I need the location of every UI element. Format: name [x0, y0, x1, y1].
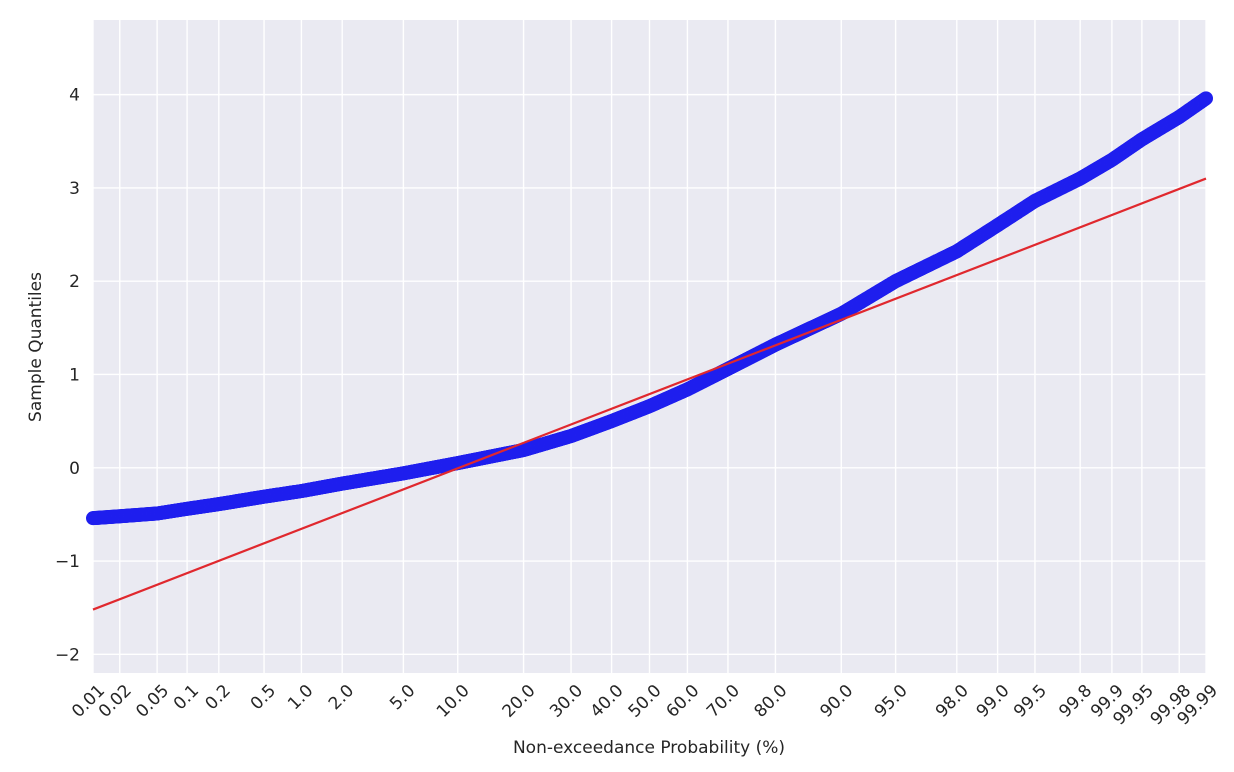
x-tick-label: 0.2	[202, 681, 235, 714]
x-tick-label: 90.0	[816, 681, 857, 722]
x-tick-label: 99.0	[973, 681, 1014, 722]
x-tick-label: 70.0	[703, 681, 744, 722]
x-tick-label: 80.0	[751, 681, 792, 722]
x-tick-label: 50.0	[625, 681, 666, 722]
x-tick-label: 98.0	[932, 681, 973, 722]
y-tick-label: −2	[55, 645, 80, 665]
fit-line	[92, 177, 1207, 611]
x-tick-label: 99.8	[1055, 681, 1096, 722]
y-tick-label: 3	[69, 179, 80, 199]
x-tick-label: 40.0	[587, 681, 628, 722]
x-tick-labels: 0.010.020.050.10.2 0.5 1.0 2.0 5.0 10.0 20.0 30…	[68, 681, 1222, 730]
y-tick-label: 0	[69, 459, 80, 479]
x-tick-label: 0.5	[247, 681, 280, 714]
x-tick-label: 2.0	[325, 681, 358, 714]
x-tick-label: 5.0	[386, 681, 419, 714]
x-tick-label: 20.0	[499, 681, 540, 722]
y-tick-label: 2	[69, 272, 80, 292]
x-tick-label: 10.0	[433, 681, 474, 722]
x-tick-label: 95.0	[871, 681, 912, 722]
y-grid	[93, 93, 1206, 656]
x-tick-label: 30.0	[546, 681, 587, 722]
fit-line-group	[92, 177, 1207, 611]
y-tick-label: −1	[55, 552, 80, 572]
x-tick-label: 1.0	[284, 681, 317, 714]
x-tick-label: 0.1	[170, 681, 203, 714]
x-axis-title: Non-exceedance Probability (%)	[513, 738, 785, 758]
x-tick-label: 99.5	[1010, 681, 1051, 722]
x-tick-label: 0.02	[95, 681, 136, 722]
data-point	[1199, 91, 1213, 106]
y-axis-title: Sample Quantiles	[26, 272, 46, 422]
x-tick-label: 60.0	[663, 681, 704, 722]
x-grid	[92, 20, 1207, 673]
y-tick-label: 4	[69, 86, 80, 106]
y-tick-labels: −2 −1 0 1 2 3 4	[55, 86, 80, 666]
x-tick-label: 0.05	[132, 681, 173, 722]
y-tick-label: 1	[69, 365, 80, 385]
data-points	[86, 91, 1213, 526]
